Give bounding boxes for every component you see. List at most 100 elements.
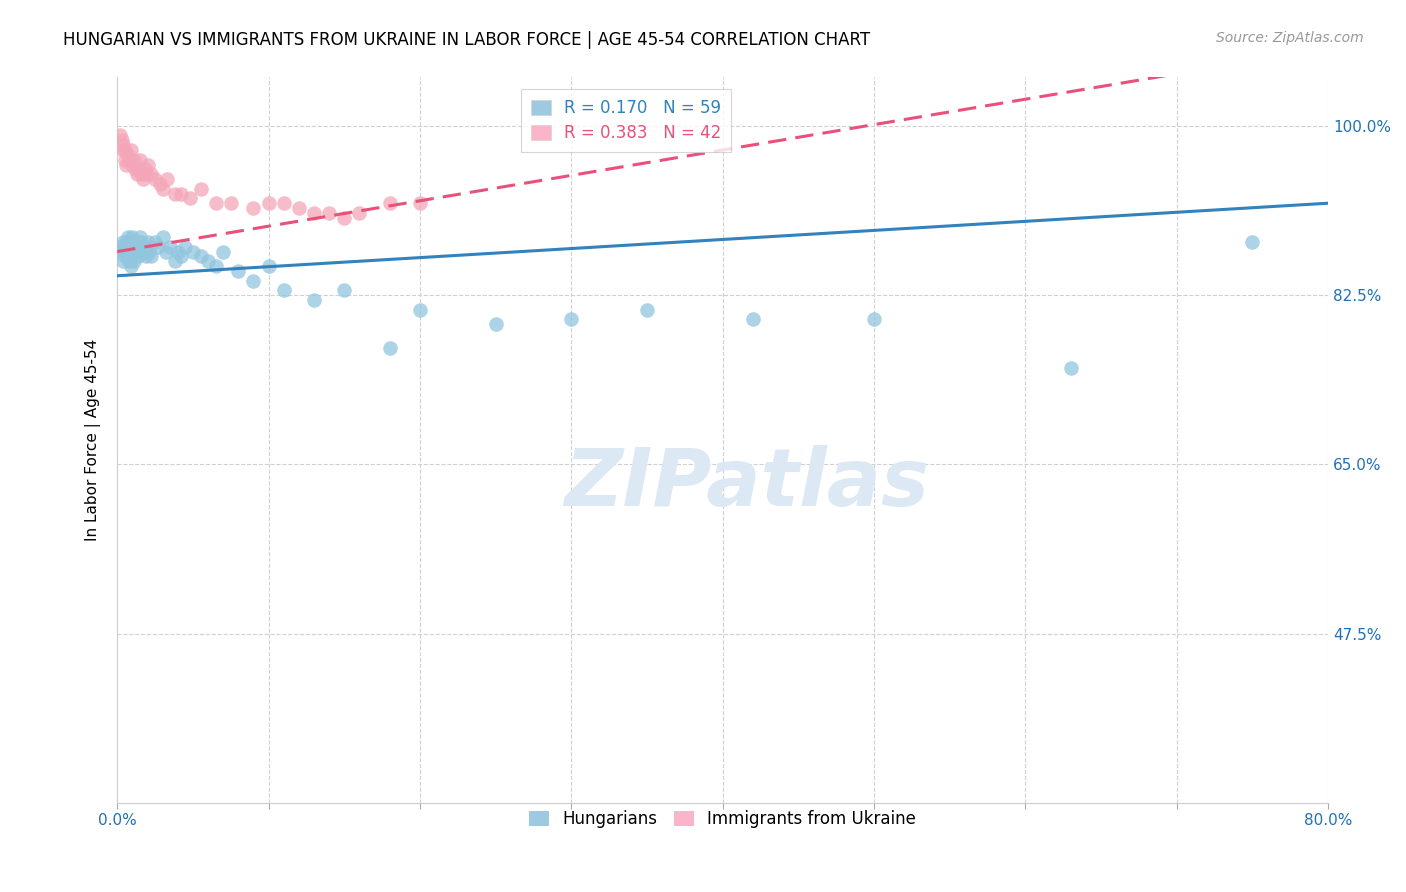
Point [152, 182, 174, 196]
Point [120, 240, 142, 254]
Y-axis label: In Labor Force | Age 45-54: In Labor Force | Age 45-54 [86, 339, 101, 541]
Point [156, 172, 179, 186]
Text: ZIPatlas: ZIPatlas [564, 445, 929, 523]
Point [1060, 360, 1083, 375]
Point [273, 196, 295, 211]
Point [378, 341, 401, 355]
Point [219, 196, 242, 211]
Point [118, 235, 141, 249]
Point [228, 264, 250, 278]
Point [122, 254, 145, 268]
Point [242, 274, 264, 288]
Point [118, 254, 141, 268]
Point [129, 240, 152, 254]
Point [117, 249, 139, 263]
Point [117, 230, 139, 244]
Point [212, 244, 235, 259]
Text: HUNGARIAN VS IMMIGRANTS FROM UKRAINE IN LABOR FORCE | AGE 45-54 CORRELATION CHAR: HUNGARIAN VS IMMIGRANTS FROM UKRAINE IN … [63, 31, 870, 49]
Point [139, 249, 162, 263]
Point [170, 249, 193, 263]
Point [117, 148, 139, 162]
Point [242, 201, 264, 215]
Point [129, 153, 152, 167]
Point [125, 244, 148, 259]
Point [114, 153, 136, 167]
Point [135, 167, 157, 181]
Point [302, 293, 325, 307]
Point [257, 196, 280, 211]
Point [115, 157, 138, 171]
Point [114, 143, 136, 157]
Point [560, 312, 582, 326]
Point [120, 259, 142, 273]
Point [132, 172, 155, 186]
Point [125, 167, 148, 181]
Point [302, 206, 325, 220]
Point [139, 167, 162, 181]
Point [257, 259, 280, 273]
Point [127, 162, 149, 177]
Point [155, 244, 177, 259]
Point [318, 206, 340, 220]
Point [409, 196, 432, 211]
Point [112, 235, 135, 249]
Point [636, 302, 658, 317]
Point [159, 240, 181, 254]
Point [179, 191, 201, 205]
Point [163, 254, 186, 268]
Point [121, 230, 143, 244]
Point [127, 249, 149, 263]
Point [204, 259, 226, 273]
Point [115, 235, 138, 249]
Point [134, 162, 156, 177]
Point [181, 244, 204, 259]
Point [378, 196, 401, 211]
Point [124, 162, 146, 177]
Point [120, 143, 142, 157]
Point [111, 244, 134, 259]
Point [136, 235, 159, 249]
Point [115, 244, 138, 259]
Point [121, 157, 143, 171]
Point [149, 177, 172, 191]
Point [152, 230, 174, 244]
Point [129, 230, 152, 244]
Point [1241, 235, 1264, 249]
Point [190, 182, 212, 196]
Point [197, 254, 219, 268]
Point [122, 153, 145, 167]
Point [143, 172, 166, 186]
Point [122, 235, 145, 249]
Point [111, 133, 134, 147]
Point [124, 240, 146, 254]
Point [136, 157, 159, 171]
Point [114, 249, 136, 263]
Point [121, 244, 143, 259]
Text: Source: ZipAtlas.com: Source: ZipAtlas.com [1216, 31, 1364, 45]
Point [143, 235, 166, 249]
Point [135, 249, 157, 263]
Point [333, 211, 356, 225]
Point [863, 312, 886, 326]
Point [110, 128, 132, 143]
Legend: Hungarians, Immigrants from Ukraine: Hungarians, Immigrants from Ukraine [523, 803, 922, 835]
Point [134, 240, 156, 254]
Point [288, 201, 311, 215]
Point [170, 186, 193, 201]
Point [146, 240, 169, 254]
Point [742, 312, 765, 326]
Point [349, 206, 371, 220]
Point [190, 249, 212, 263]
Point [409, 302, 432, 317]
Point [138, 244, 160, 259]
Point [273, 283, 295, 297]
Point [112, 138, 135, 153]
Point [112, 143, 135, 157]
Point [174, 240, 197, 254]
Point [110, 240, 132, 254]
Point [163, 186, 186, 201]
Point [114, 240, 136, 254]
Point [204, 196, 226, 211]
Point [166, 244, 188, 259]
Point [118, 153, 141, 167]
